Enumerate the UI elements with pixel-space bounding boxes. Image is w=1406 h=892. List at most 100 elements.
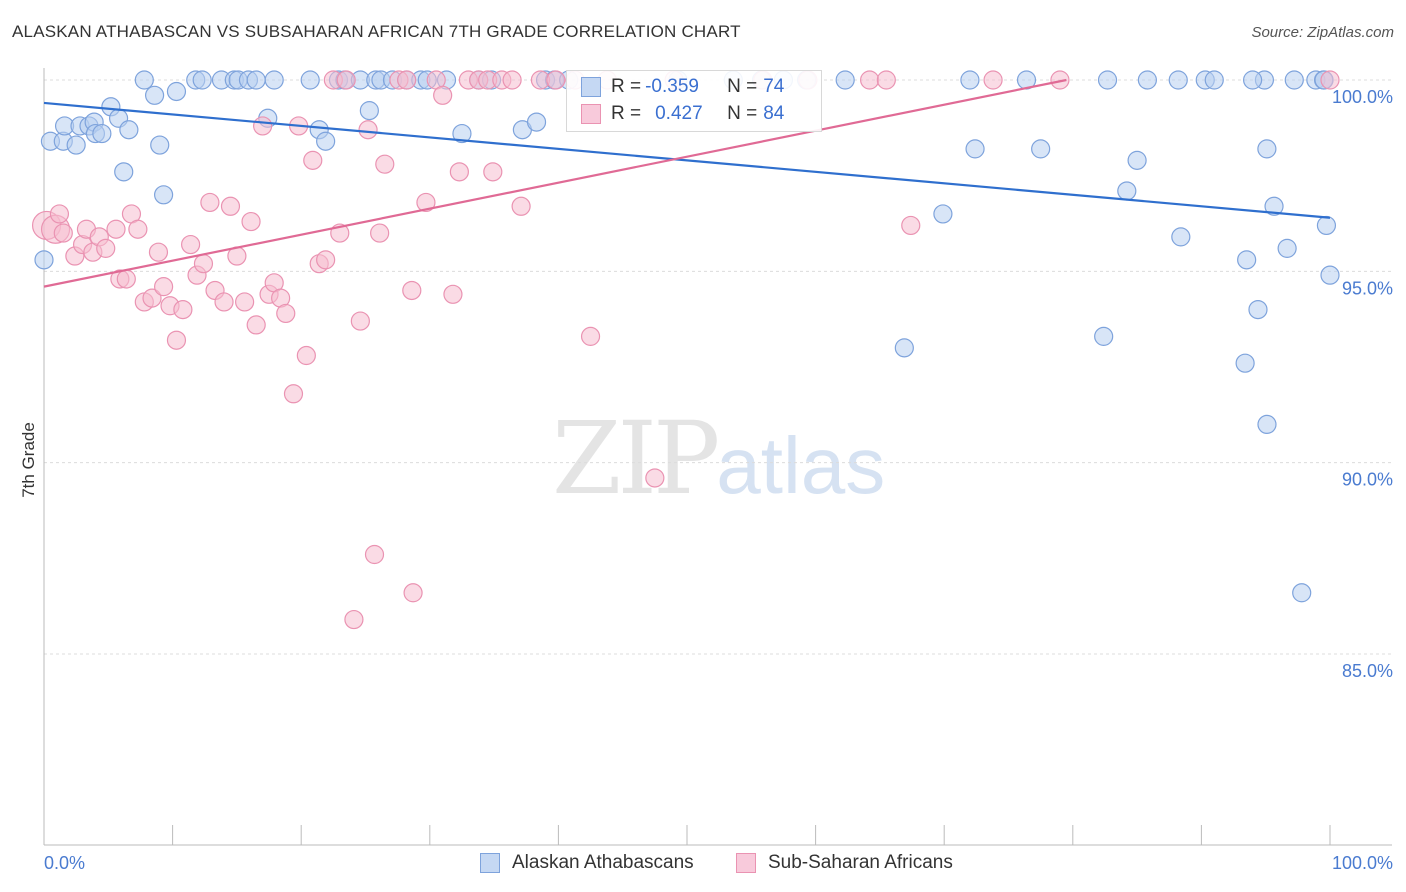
data-point	[144, 85, 165, 105]
trend-line-sub-saharan-africans	[43, 78, 1067, 288]
data-point	[200, 192, 220, 213]
data-point	[66, 135, 86, 155]
data-point	[1243, 70, 1263, 90]
data-point	[397, 70, 417, 90]
data-point	[402, 280, 422, 301]
data-point	[416, 192, 436, 213]
data-point	[173, 300, 193, 320]
data-point	[1292, 583, 1312, 603]
data-point	[546, 70, 566, 90]
legend-r-label: R =	[611, 76, 642, 97]
data-point	[1094, 326, 1114, 346]
data-point	[1320, 70, 1340, 90]
y-tick-label: 100.0%	[1332, 87, 1393, 107]
data-point	[246, 70, 266, 90]
data-point	[965, 139, 985, 159]
data-point	[142, 288, 162, 308]
data-point	[526, 112, 547, 132]
data-point	[1204, 70, 1224, 90]
x-tick-label: 100.0%	[1332, 853, 1393, 873]
data-point	[1127, 150, 1147, 170]
legend-label: Sub-Saharan Africans	[768, 852, 953, 873]
data-point	[214, 292, 234, 312]
chart-title: ALASKAN ATHABASCAN VS SUBSAHARAN AFRICAN…	[12, 22, 741, 41]
data-point	[901, 215, 921, 236]
data-point	[933, 204, 953, 224]
data-point	[246, 315, 266, 335]
data-point	[114, 162, 134, 182]
data-point	[1117, 181, 1137, 201]
data-point	[344, 609, 364, 630]
data-point	[1168, 70, 1188, 90]
data-point	[645, 468, 665, 488]
trend-line-alaskan-athabascans	[43, 101, 1331, 219]
data-point	[835, 70, 855, 90]
data-point	[449, 162, 469, 182]
legend-n-label: N =	[727, 76, 758, 97]
chart-source: Source: ZipAtlas.com	[1251, 24, 1394, 41]
data-point	[241, 211, 261, 232]
legend-n-value: 84	[763, 103, 785, 124]
data-point	[336, 70, 356, 90]
grid-lines	[44, 79, 1392, 655]
data-point	[358, 120, 378, 140]
data-point	[375, 154, 395, 174]
data-point	[1235, 353, 1255, 373]
data-point	[983, 70, 1003, 90]
data-point	[253, 116, 273, 136]
data-point	[192, 70, 212, 90]
data-point	[220, 196, 241, 216]
y-tick-label: 90.0%	[1342, 470, 1393, 490]
data-point	[264, 70, 284, 90]
data-point	[181, 234, 201, 255]
watermark-zip: ZIP	[552, 400, 720, 517]
data-point	[452, 123, 472, 144]
x-tick-label: 0.0%	[44, 853, 85, 873]
data-point	[316, 250, 336, 270]
data-point	[364, 544, 385, 565]
data-point	[1050, 70, 1070, 90]
correlation-legend: R = -0.359 N = 74 R = 0.427 N = 84	[566, 70, 822, 132]
watermark: ZIPatlas	[552, 400, 885, 517]
axes	[43, 68, 1392, 846]
legend-n-label: N =	[727, 103, 758, 124]
legend-item-alaskan-athabascans: Alaskan Athabascans	[480, 852, 694, 874]
data-point	[49, 204, 70, 224]
data-point	[1316, 215, 1337, 236]
legend-item-sub-saharan-africans: Sub-Saharan Africans	[736, 852, 953, 874]
data-point	[116, 269, 136, 289]
data-point	[150, 135, 170, 155]
data-point	[296, 345, 316, 366]
legend-r-label: R =	[611, 103, 642, 124]
data-point	[316, 131, 336, 151]
legend-swatch-blue	[480, 853, 500, 873]
data-point	[235, 292, 255, 312]
data-point	[106, 219, 126, 239]
data-point	[276, 303, 296, 324]
data-point	[1257, 414, 1277, 434]
data-point	[96, 238, 116, 258]
data-point	[403, 583, 423, 603]
y-axis-label: 7th Grade	[19, 422, 38, 498]
y-tick-label: 95.0%	[1342, 278, 1393, 298]
data-point	[134, 70, 154, 90]
data-point	[300, 70, 320, 90]
y-tick-label: 85.0%	[1342, 661, 1393, 681]
data-point	[92, 123, 112, 144]
data-point	[1137, 70, 1157, 90]
legend-n-value: 74	[763, 76, 785, 97]
data-point	[148, 242, 169, 262]
data-point	[153, 185, 174, 205]
data-point	[350, 311, 370, 331]
data-point	[128, 219, 148, 239]
data-point	[433, 85, 453, 105]
data-point	[960, 70, 980, 90]
data-point	[166, 81, 187, 102]
data-point	[1277, 238, 1297, 258]
data-point	[860, 70, 880, 90]
series-alaskan-athabascans	[34, 70, 1340, 603]
legend-r-value: -0.359	[645, 76, 699, 97]
legend-r-value: 0.427	[655, 103, 703, 124]
legend-swatch-pink	[581, 104, 601, 124]
